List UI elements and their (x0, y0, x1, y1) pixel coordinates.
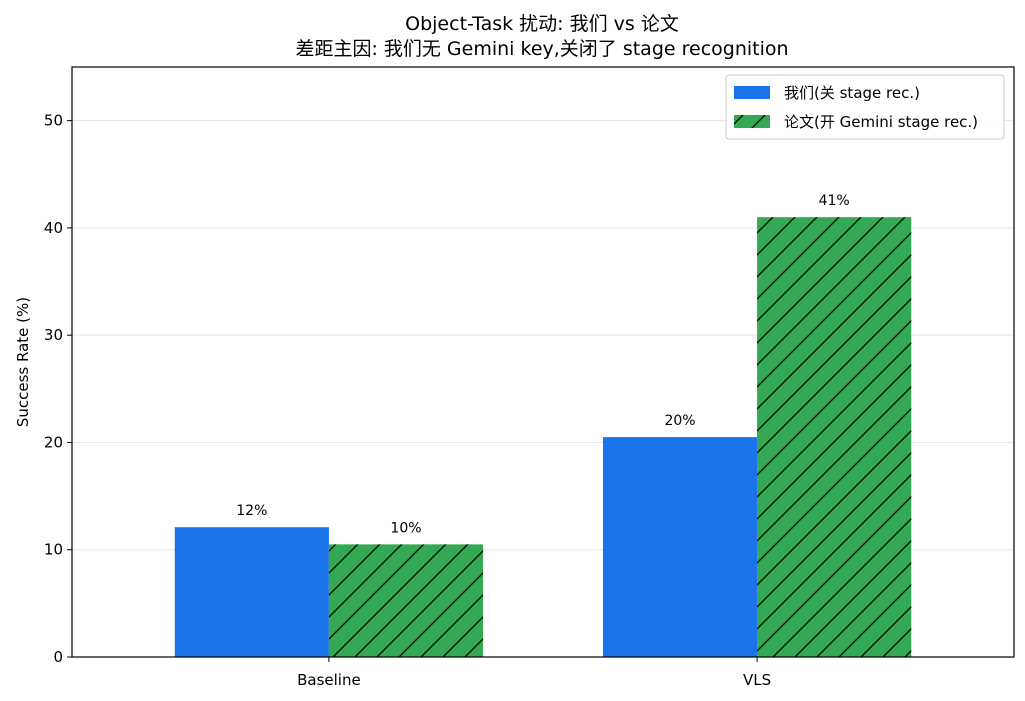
legend-label: 我们(关 stage rec.) (784, 84, 920, 102)
chart-title: Object-Task 扰动: 我们 vs 论文 (405, 13, 679, 35)
data-label: 41% (819, 193, 850, 209)
legend-box (725, 74, 1005, 140)
y-axis: 0 10 20 30 40 50 (44, 112, 72, 666)
plot-frame (71, 66, 1015, 658)
x-axis: Baseline VLS (297, 657, 771, 689)
y-tick-label: 10 (44, 541, 63, 559)
bar-ours-vls (602, 437, 758, 657)
x-tick-label: VLS (743, 671, 771, 689)
x-tick-label: Baseline (297, 671, 361, 689)
bar-hatch (757, 217, 912, 657)
bars (174, 217, 912, 657)
bar-ours-baseline (174, 527, 329, 657)
data-label: 12% (236, 503, 267, 519)
y-tick-label: 50 (44, 112, 63, 130)
y-tick-label: 0 (53, 648, 63, 666)
chart-subtitle: 差距主因: 我们无 Gemini key,关闭了 stage recogniti… (295, 38, 788, 60)
y-tick-label: 30 (44, 326, 63, 344)
data-label: 10% (390, 520, 421, 536)
y-tick-label: 40 (44, 219, 63, 237)
data-labels: 12% 10% 20% 41% (236, 193, 849, 536)
legend: 我们(关 stage rec.) 论文(开 Gemini stage rec.) (725, 74, 1005, 140)
legend-swatch-hatch (734, 115, 770, 128)
y-axis-label: Success Rate (%) (14, 297, 32, 427)
y-tick-label: 20 (44, 433, 63, 451)
legend-swatch (734, 86, 770, 99)
bar-hatch (328, 544, 484, 657)
legend-label: 论文(开 Gemini stage rec.) (784, 113, 978, 131)
data-label: 20% (664, 413, 695, 429)
